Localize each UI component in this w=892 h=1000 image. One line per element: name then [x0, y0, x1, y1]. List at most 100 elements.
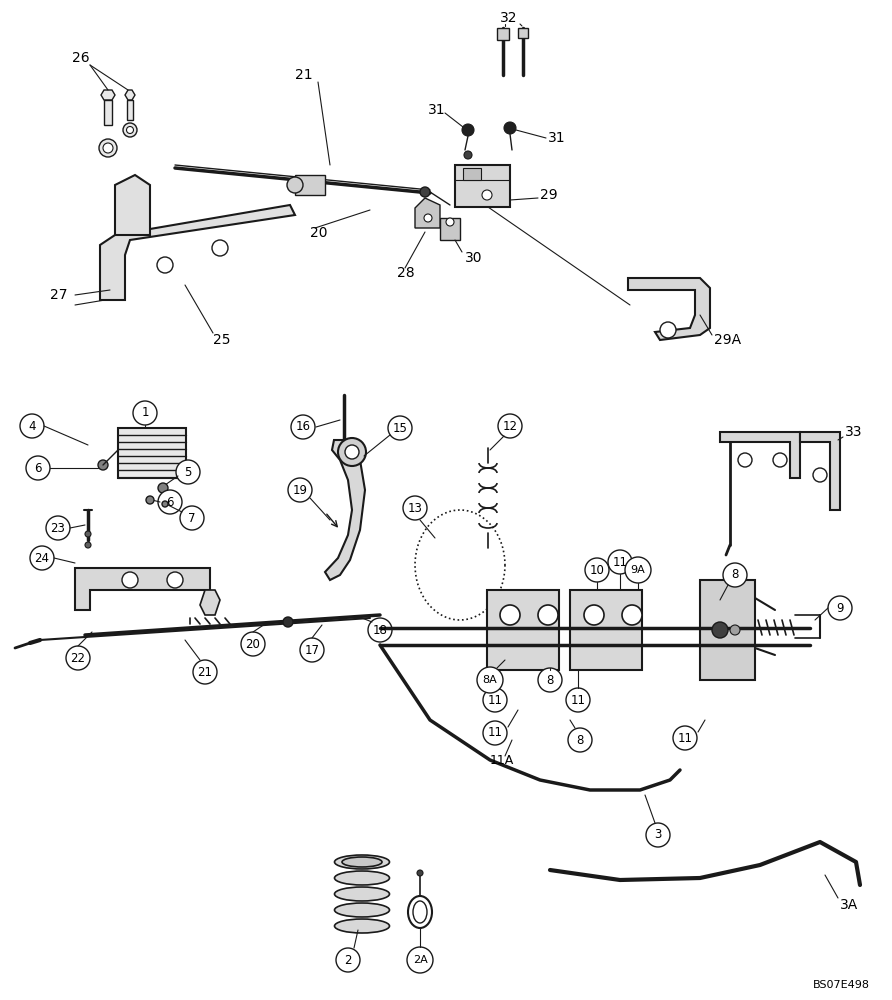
Circle shape [193, 660, 217, 684]
Text: 33: 33 [845, 425, 863, 439]
Text: 11: 11 [571, 694, 585, 706]
Circle shape [300, 638, 324, 662]
Text: 8A: 8A [483, 675, 498, 685]
Polygon shape [101, 90, 115, 100]
Circle shape [622, 605, 642, 625]
Circle shape [287, 177, 303, 193]
Circle shape [625, 557, 651, 583]
Circle shape [477, 667, 503, 693]
Circle shape [813, 468, 827, 482]
Circle shape [738, 453, 752, 467]
Circle shape [730, 625, 740, 635]
Bar [570, 590, 642, 670]
Text: 3: 3 [655, 828, 662, 842]
Text: 13: 13 [408, 502, 423, 514]
Circle shape [483, 688, 507, 712]
Circle shape [158, 483, 168, 493]
Circle shape [608, 550, 632, 574]
Text: 9A: 9A [631, 565, 646, 575]
Bar [104, 100, 112, 125]
Circle shape [388, 416, 412, 440]
Circle shape [773, 453, 787, 467]
Circle shape [368, 618, 392, 642]
Circle shape [585, 558, 609, 582]
Circle shape [504, 122, 516, 134]
Text: 27: 27 [50, 288, 68, 302]
Text: 26: 26 [72, 51, 89, 65]
Text: 28: 28 [397, 266, 415, 280]
Circle shape [167, 572, 183, 588]
Text: 2: 2 [344, 954, 351, 966]
Text: 11: 11 [488, 726, 502, 740]
Text: 19: 19 [293, 484, 308, 496]
Circle shape [420, 187, 430, 197]
Bar [700, 580, 755, 680]
Circle shape [712, 622, 728, 638]
Circle shape [241, 632, 265, 656]
Ellipse shape [334, 871, 390, 885]
Circle shape [162, 501, 168, 507]
Circle shape [30, 546, 54, 570]
Circle shape [566, 688, 590, 712]
Circle shape [338, 438, 366, 466]
Circle shape [500, 605, 520, 625]
Circle shape [828, 596, 852, 620]
Text: 3A: 3A [840, 898, 858, 912]
Polygon shape [100, 205, 295, 300]
Circle shape [288, 478, 312, 502]
Text: 15: 15 [392, 422, 408, 434]
Text: 6: 6 [166, 495, 174, 508]
Polygon shape [628, 278, 710, 340]
Text: BS07E498: BS07E498 [813, 980, 870, 990]
Circle shape [345, 445, 359, 459]
Polygon shape [125, 90, 135, 100]
Text: 25: 25 [213, 333, 230, 347]
Circle shape [158, 490, 182, 514]
Circle shape [403, 496, 427, 520]
Circle shape [146, 496, 154, 504]
Text: 24: 24 [35, 552, 49, 564]
Text: 8: 8 [731, 568, 739, 582]
Ellipse shape [334, 903, 390, 917]
Text: 20: 20 [310, 226, 327, 240]
Text: 20: 20 [245, 638, 260, 650]
Circle shape [85, 531, 91, 537]
Text: 8: 8 [546, 674, 554, 686]
Circle shape [482, 190, 492, 200]
Circle shape [462, 124, 474, 136]
Polygon shape [75, 568, 210, 610]
Bar [463, 168, 481, 180]
Circle shape [103, 143, 113, 153]
Circle shape [176, 460, 200, 484]
Text: 12: 12 [502, 420, 517, 432]
Bar [497, 28, 509, 40]
Bar [487, 590, 559, 670]
Polygon shape [200, 590, 220, 615]
Circle shape [407, 947, 433, 973]
Circle shape [20, 414, 44, 438]
Text: 4: 4 [29, 420, 36, 432]
Polygon shape [415, 198, 440, 228]
Circle shape [464, 151, 472, 159]
Circle shape [66, 646, 90, 670]
Text: 32: 32 [500, 11, 517, 25]
Circle shape [212, 240, 228, 256]
Text: 5: 5 [185, 466, 192, 479]
Text: 6: 6 [34, 462, 42, 475]
Circle shape [85, 542, 91, 548]
Text: 17: 17 [304, 644, 319, 656]
Text: 10: 10 [590, 564, 605, 576]
Bar [127, 100, 133, 120]
Circle shape [673, 726, 697, 750]
Circle shape [446, 218, 454, 226]
Bar [440, 218, 460, 240]
Text: 7: 7 [188, 512, 195, 524]
Text: 31: 31 [428, 103, 446, 117]
Text: 11: 11 [678, 732, 692, 744]
Text: 16: 16 [295, 420, 310, 434]
Bar [518, 28, 528, 38]
Circle shape [122, 572, 138, 588]
Polygon shape [800, 432, 840, 510]
Text: 11A: 11A [490, 754, 515, 766]
Text: 21: 21 [197, 666, 212, 678]
